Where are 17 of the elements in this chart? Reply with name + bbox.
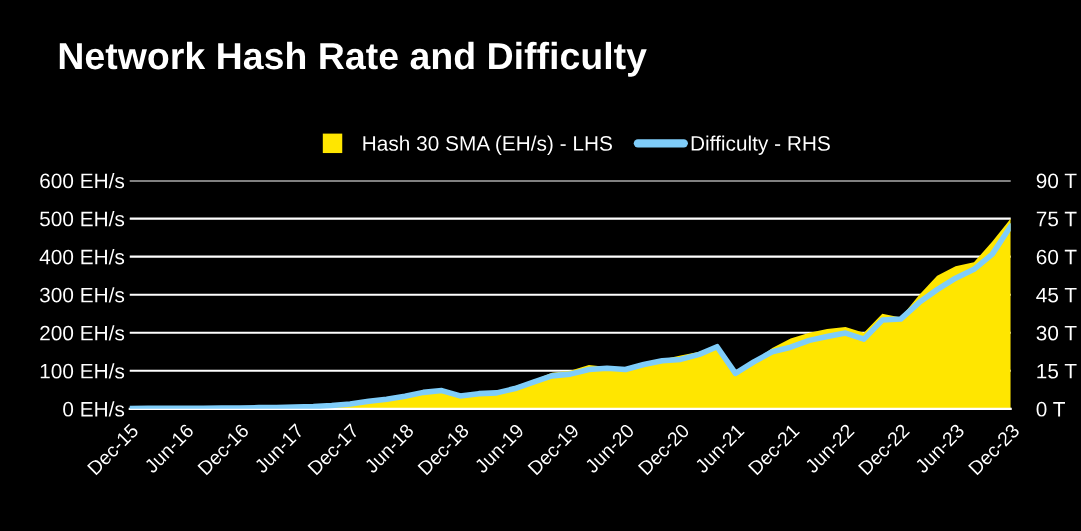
chart-title: Network Hash Rate and Difficulty	[59, 41, 647, 77]
y2-tick-label: 60 T	[1036, 249, 1077, 265]
y-tick-label: 300 EH/s	[39, 287, 125, 303]
y-tick-label: 400 EH/s	[39, 249, 125, 265]
y-tick-label: 100 EH/s	[40, 363, 125, 379]
y-tick-label: 0 EH/s	[63, 401, 125, 417]
y2-tick-label: 15 T	[1037, 364, 1077, 379]
y-tick-label: 200 EH/s	[40, 325, 125, 341]
y2-tick-label: 45 T	[1036, 287, 1077, 303]
y-tick-label: 600 EH/s	[40, 172, 125, 189]
legend-label: Difficulty - RHS	[691, 135, 830, 155]
y2-tick-label: 75 T	[1036, 211, 1077, 227]
y-tick-label: 500 EH/s	[40, 211, 125, 227]
y2-tick-label: 90 T	[1036, 173, 1077, 189]
y2-tick-label: 0 T	[1036, 401, 1065, 417]
legend-label: Hash 30 SMA (EH/s) - LHS	[363, 135, 612, 155]
y2-tick-label: 30 T	[1036, 325, 1077, 341]
